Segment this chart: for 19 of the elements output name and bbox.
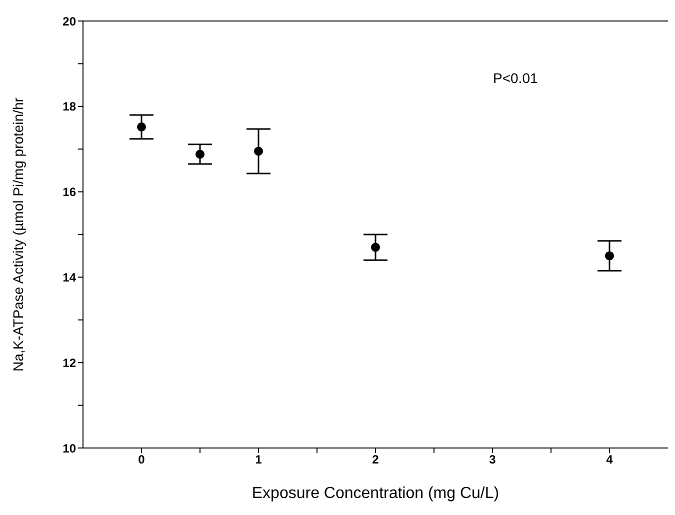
point bbox=[136, 122, 146, 132]
y-tick-label: 10 bbox=[62, 441, 76, 456]
point bbox=[254, 146, 264, 156]
x-tick-label: 1 bbox=[255, 452, 262, 467]
x-tick-label: 3 bbox=[489, 452, 496, 467]
x-tick-label: 2 bbox=[372, 452, 380, 467]
x-tick-label: 4 bbox=[606, 452, 614, 467]
point bbox=[370, 242, 380, 252]
y-tick-label: 12 bbox=[62, 356, 76, 370]
y-tick-label: 18 bbox=[62, 100, 76, 114]
y-tick-label: 20 bbox=[62, 14, 76, 28]
point bbox=[195, 150, 205, 159]
y-axis-title: Na,K-ATPase Activity (µmol Pi/mg protein/hr bbox=[10, 97, 26, 372]
annotation: P<0.01 bbox=[493, 70, 538, 86]
x-axis-title: Exposure Concentration (mg Cu/L) bbox=[252, 485, 500, 502]
x-tick-label: 0 bbox=[138, 452, 146, 467]
y-tick-label: 16 bbox=[62, 185, 76, 200]
point bbox=[604, 251, 614, 260]
y-tick-label: 14 bbox=[62, 270, 76, 284]
